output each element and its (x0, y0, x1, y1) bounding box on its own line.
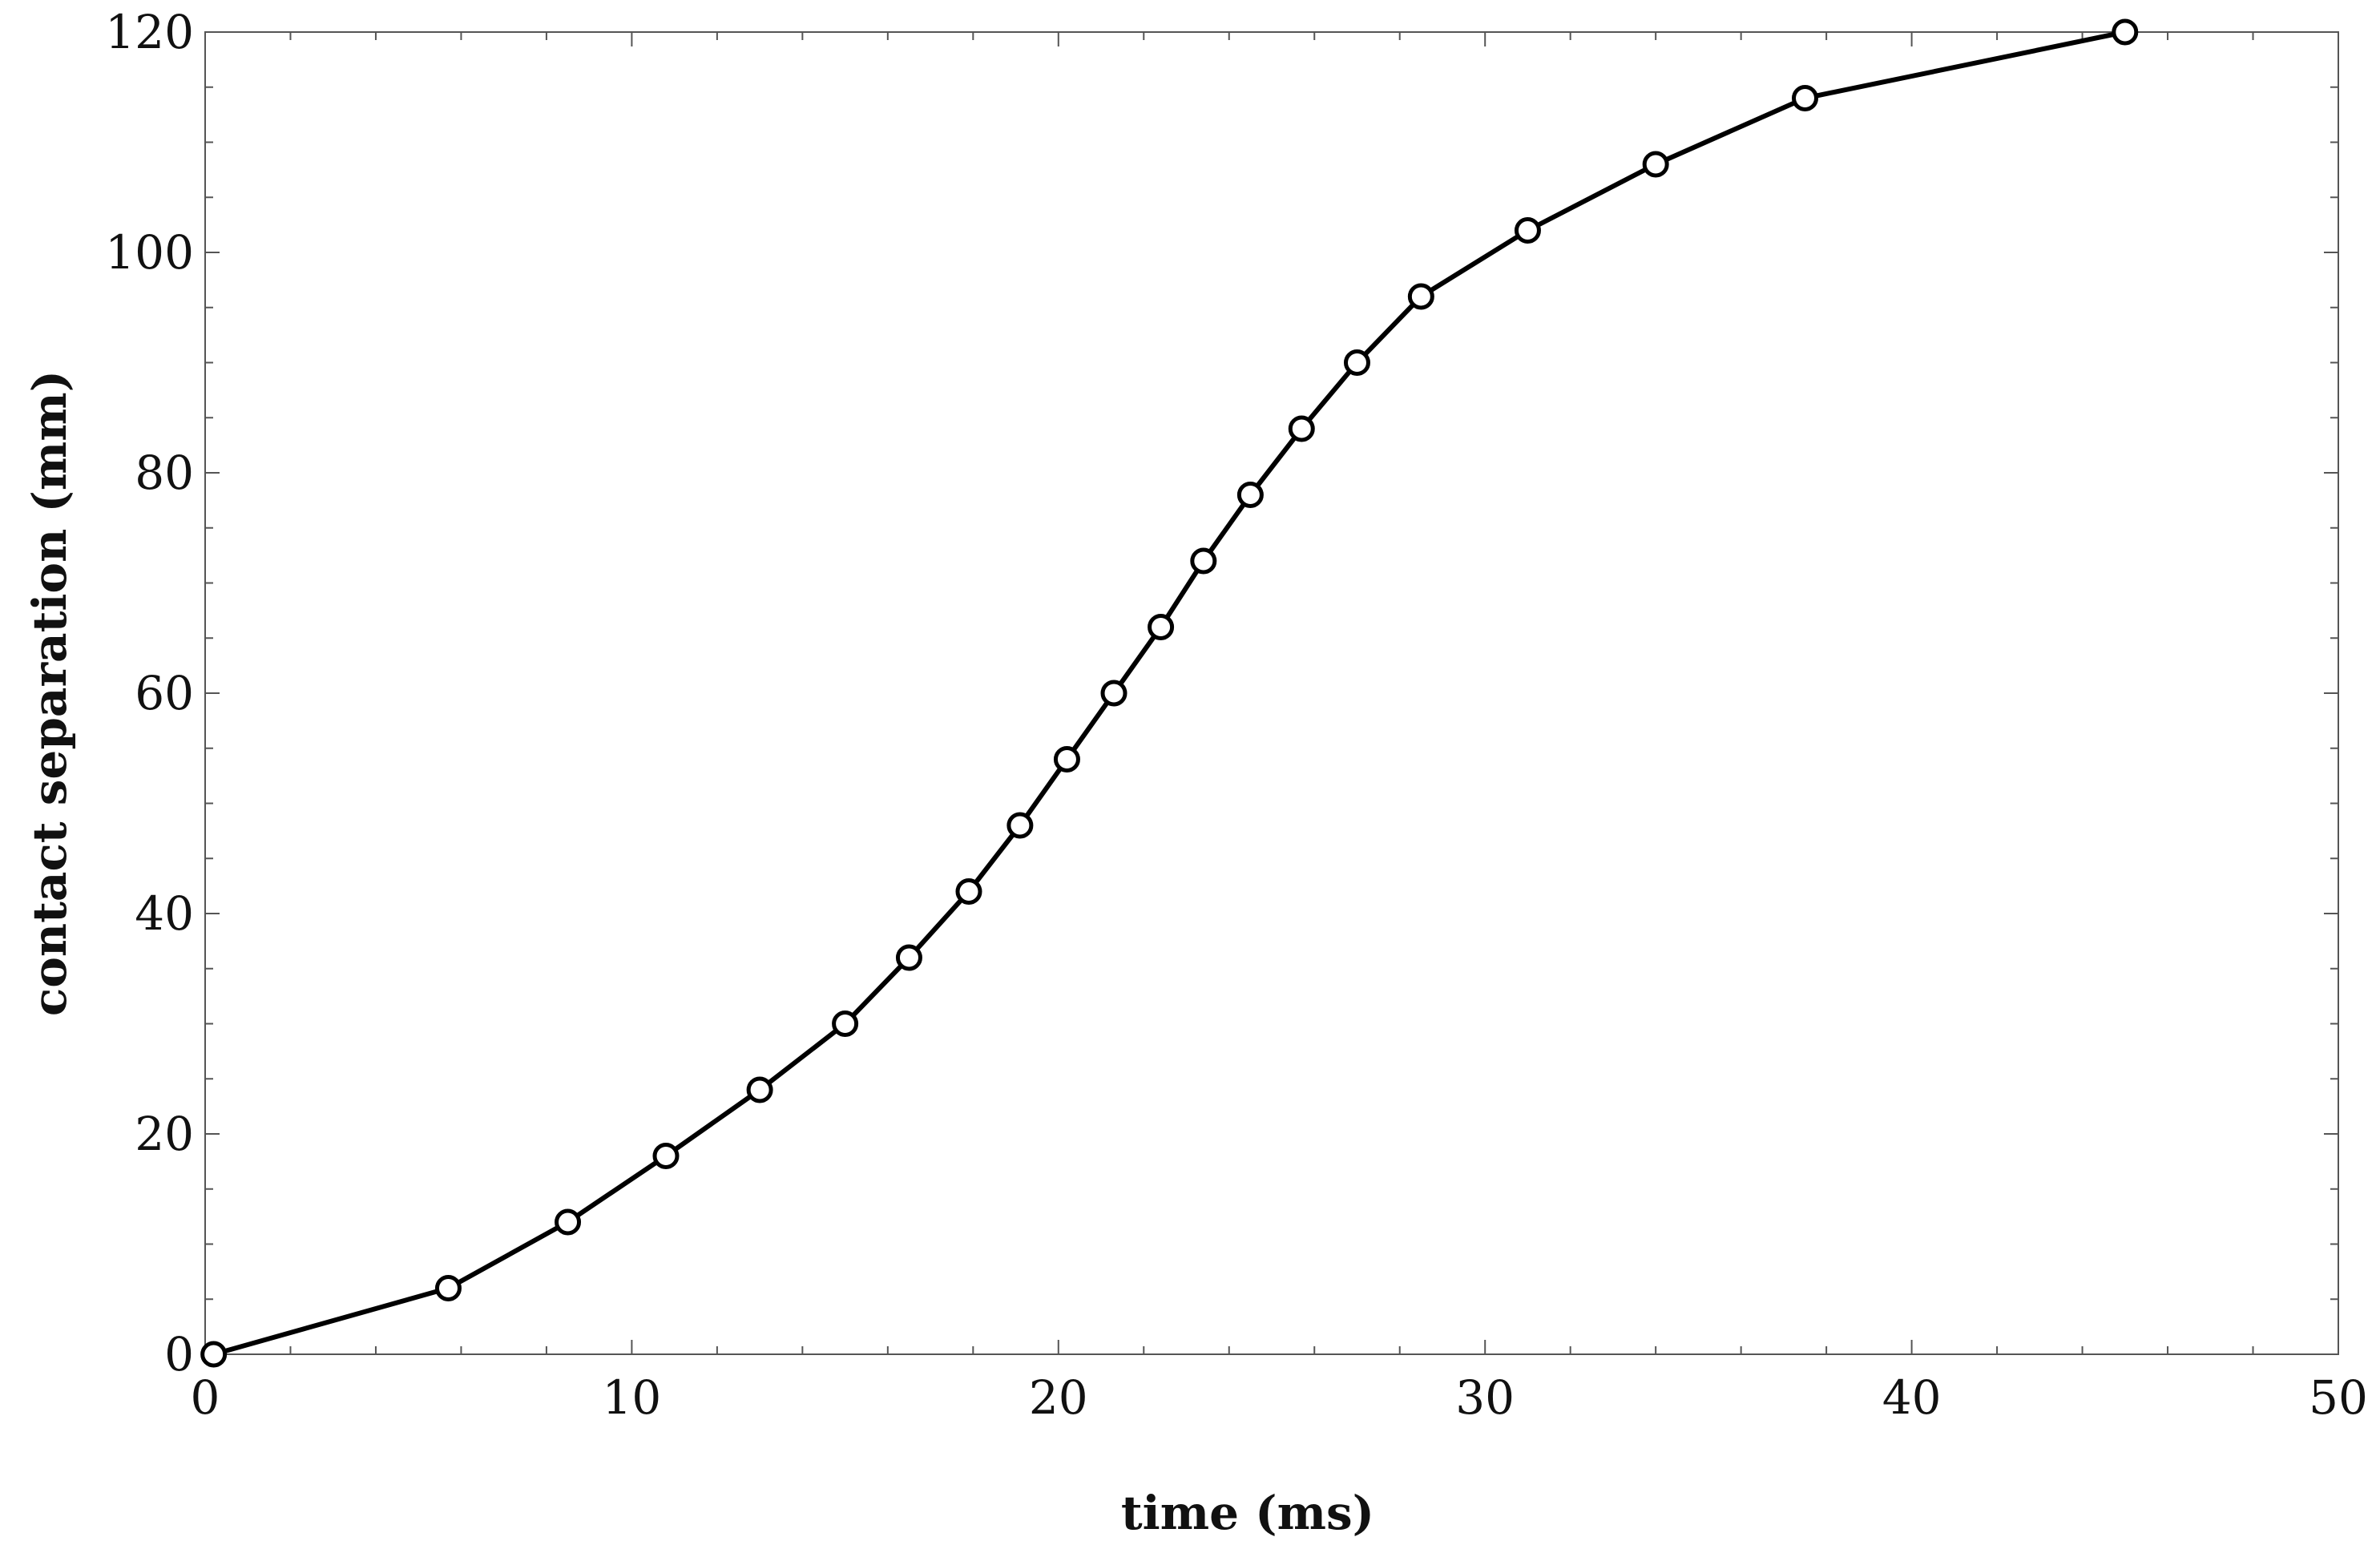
data-point (1006, 812, 1034, 839)
data-point (1100, 680, 1127, 707)
data-point (1343, 349, 1370, 376)
data-point (1148, 614, 1175, 640)
y-tick-label: 40 (135, 886, 194, 941)
x-tick-label: 20 (1029, 1370, 1088, 1425)
data-series (200, 18, 2139, 1368)
data-point (746, 1076, 773, 1103)
data-point (2112, 18, 2139, 46)
x-tick-label: 0 (191, 1370, 220, 1425)
data-point (1190, 547, 1217, 575)
axis-ticks (204, 31, 2339, 1355)
series-line (212, 30, 2126, 1357)
tick-labels: 0 10 20 30 40 50 0 20 40 60 80 100 120 (105, 5, 2368, 1425)
x-tick-label: 10 (602, 1370, 661, 1425)
x-tick-label: 40 (1882, 1370, 1942, 1425)
data-point (1053, 746, 1080, 772)
data-point (895, 944, 922, 971)
data-point (1642, 151, 1669, 178)
y-tick-label: 80 (135, 446, 194, 500)
plot-frame (204, 31, 2339, 1355)
data-point (1792, 85, 1818, 111)
y-tick-label: 60 (135, 666, 194, 720)
data-point (434, 1275, 462, 1301)
x-tick-label: 50 (2309, 1370, 2368, 1425)
data-point (955, 878, 982, 905)
data-point (1288, 415, 1315, 442)
data-point (200, 1341, 228, 1368)
y-tick-label: 120 (105, 5, 194, 59)
x-axis-title: time (ms) (1121, 1486, 1374, 1540)
data-point (555, 1208, 582, 1236)
data-point (652, 1143, 680, 1169)
x-tick-label: 30 (1455, 1370, 1515, 1425)
data-point (832, 1011, 859, 1037)
y-tick-label: 0 (164, 1327, 194, 1382)
data-point (1236, 482, 1264, 508)
y-tick-label: 20 (135, 1107, 194, 1161)
y-tick-label: 100 (105, 225, 194, 280)
data-point (1514, 217, 1541, 244)
y-axis-title: contact separation (mm) (22, 370, 77, 1016)
data-point (1407, 283, 1434, 310)
